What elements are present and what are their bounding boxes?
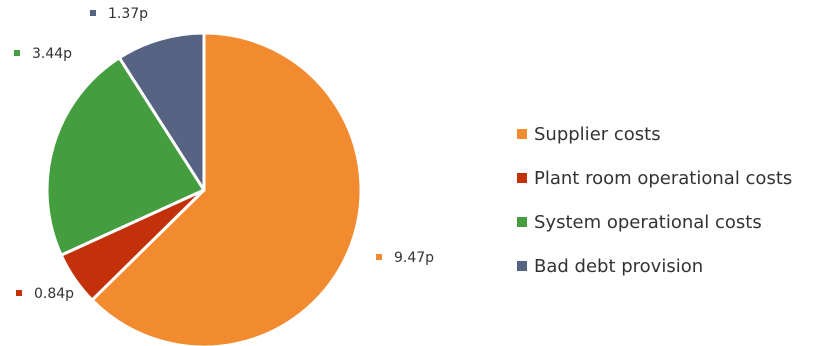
legend: Supplier costs Plant room operational cos… bbox=[517, 124, 792, 277]
legend-item-supplier-costs: Supplier costs bbox=[517, 124, 661, 145]
data-label-system-operational-costs: 3.44p bbox=[14, 46, 72, 62]
data-label-marker bbox=[16, 290, 22, 296]
legend-label: Supplier costs bbox=[534, 124, 661, 145]
data-label-marker bbox=[376, 254, 382, 260]
pie-data-labels: 9.47p 0.84p 3.44p 1.37p bbox=[14, 6, 434, 302]
legend-item-bad-debt-provision: Bad debt provision bbox=[517, 256, 703, 277]
data-label-text: 0.84p bbox=[34, 286, 74, 302]
data-label-marker bbox=[14, 50, 20, 56]
data-label-bad-debt-provision: 1.37p bbox=[90, 6, 148, 22]
legend-swatch bbox=[517, 173, 527, 183]
data-label-text: 1.37p bbox=[108, 6, 148, 22]
pie-slice-supplier-costs bbox=[90, 31, 363, 346]
legend-label: Plant room operational costs bbox=[534, 168, 792, 189]
data-label-text: 9.47p bbox=[394, 250, 434, 266]
legend-swatch bbox=[517, 129, 527, 139]
legend-swatch bbox=[517, 261, 527, 271]
data-label-supplier-costs: 9.47p bbox=[376, 250, 434, 266]
pie-slice-bad-debt-provision bbox=[117, 31, 206, 192]
legend-item-plant-room-operational-costs: Plant room operational costs bbox=[517, 168, 792, 189]
legend-item-system-operational-costs: System operational costs bbox=[517, 212, 762, 233]
data-label-marker bbox=[90, 10, 96, 16]
legend-label: System operational costs bbox=[534, 212, 762, 233]
data-label-text: 3.44p bbox=[32, 46, 72, 62]
pie-slices bbox=[45, 31, 363, 346]
data-label-plant-room-operational-costs: 0.84p bbox=[16, 286, 74, 302]
pie-slice-system-operational-costs bbox=[45, 56, 206, 257]
legend-swatch bbox=[517, 217, 527, 227]
legend-label: Bad debt provision bbox=[534, 256, 703, 277]
